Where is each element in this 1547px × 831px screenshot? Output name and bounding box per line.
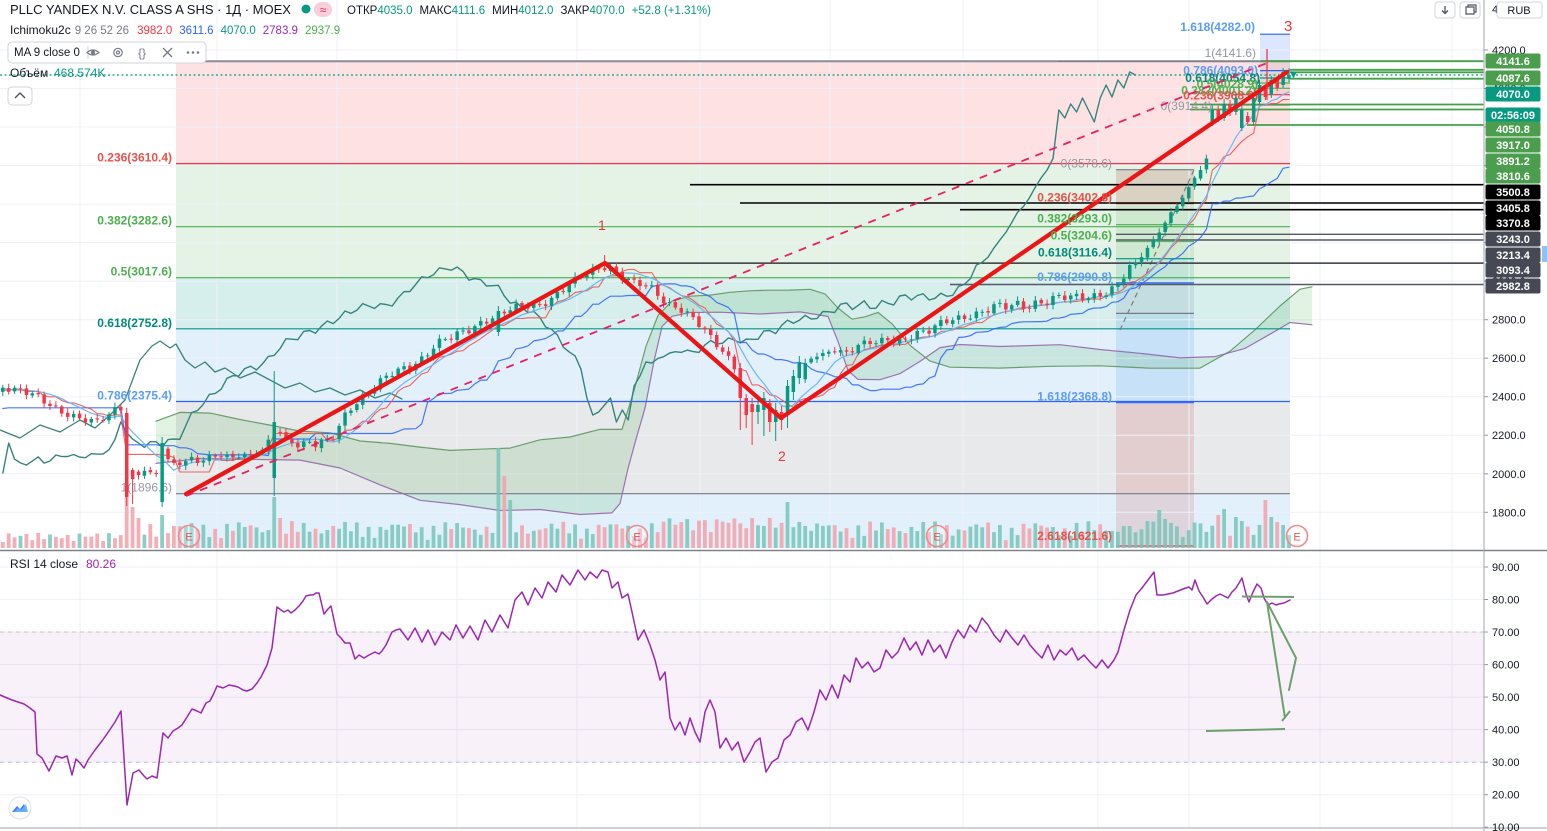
svg-text:0.236(3610.4): 0.236(3610.4)	[97, 151, 172, 165]
svg-text:90.00: 90.00	[1492, 562, 1520, 574]
svg-text:3917.0: 3917.0	[1496, 140, 1530, 152]
svg-text:2982.8: 2982.8	[1496, 281, 1530, 293]
svg-text:468.574K: 468.574K	[54, 66, 105, 80]
svg-text:{}: {}	[138, 46, 146, 60]
svg-text:3891.2: 3891.2	[1496, 156, 1530, 168]
svg-text:20.00: 20.00	[1492, 790, 1520, 802]
svg-text:0.382(3282.6): 0.382(3282.6)	[97, 214, 172, 228]
svg-text:RUB: RUB	[1507, 5, 1530, 17]
svg-text:0.236(3968.0): 0.236(3968.0)	[1183, 89, 1258, 103]
svg-text:E: E	[1293, 532, 1300, 544]
svg-text:0.786(2990.8): 0.786(2990.8)	[1037, 270, 1112, 284]
svg-text:E: E	[933, 532, 940, 544]
svg-text:4087.6: 4087.6	[1496, 73, 1530, 85]
svg-text:0.5(4028.9): 0.5(4028.9)	[1197, 77, 1258, 91]
svg-text:0(3578.6): 0(3578.6)	[1061, 157, 1112, 171]
svg-text:50.00: 50.00	[1492, 692, 1520, 704]
svg-text:0.382(3293.0): 0.382(3293.0)	[1037, 212, 1112, 226]
svg-text:2400.0: 2400.0	[1492, 392, 1526, 404]
svg-text:1(1896.6): 1(1896.6)	[121, 481, 172, 495]
svg-text:1800.0: 1800.0	[1492, 507, 1526, 519]
svg-text:1: 1	[598, 217, 606, 233]
svg-text:3810.6: 3810.6	[1496, 171, 1530, 183]
svg-text:1(4141.6): 1(4141.6)	[1205, 46, 1256, 60]
svg-text:40.00: 40.00	[1492, 725, 1520, 737]
svg-text:3243.0: 3243.0	[1496, 234, 1530, 246]
svg-text:0.236(3402.8): 0.236(3402.8)	[1037, 191, 1112, 205]
svg-text:2800.0: 2800.0	[1492, 315, 1526, 327]
svg-text:Объём: Объём	[10, 66, 48, 80]
svg-text:4141.6: 4141.6	[1496, 56, 1530, 68]
svg-text:3093.4: 3093.4	[1496, 265, 1531, 277]
svg-text:3213.4: 3213.4	[1496, 250, 1531, 262]
svg-text:2600.0: 2600.0	[1492, 353, 1526, 365]
svg-text:RSI 14 close: RSI 14 close	[10, 557, 78, 571]
svg-text:0.382(4001.2): 0.382(4001.2)	[1181, 83, 1256, 97]
svg-text:0.5(3204.6): 0.5(3204.6)	[1051, 229, 1112, 243]
svg-text:2000.0: 2000.0	[1492, 469, 1526, 481]
svg-text:3405.8: 3405.8	[1496, 203, 1530, 215]
svg-text:3500.8: 3500.8	[1496, 187, 1530, 199]
svg-text:4070.0: 4070.0	[1496, 89, 1530, 101]
svg-text:3: 3	[1284, 18, 1292, 35]
svg-text:1.618(4282.0): 1.618(4282.0)	[1180, 20, 1255, 34]
svg-text:0(3914.4): 0(3914.4)	[1161, 99, 1212, 113]
svg-text:30.00: 30.00	[1492, 757, 1520, 769]
svg-text:0.786(4093.0): 0.786(4093.0)	[1183, 64, 1258, 78]
svg-text:4050.8: 4050.8	[1496, 124, 1530, 136]
svg-text:02:56:09: 02:56:09	[1491, 110, 1535, 122]
svg-text:0.618(2752.8): 0.618(2752.8)	[97, 316, 172, 330]
svg-text:2.618(1621.6): 2.618(1621.6)	[1037, 529, 1112, 543]
svg-text:E: E	[185, 532, 192, 544]
svg-text:2: 2	[778, 448, 786, 464]
svg-text:3370.8: 3370.8	[1496, 218, 1530, 230]
svg-text:0.618(3116.4): 0.618(3116.4)	[1038, 246, 1112, 260]
svg-text:80.26: 80.26	[86, 557, 116, 571]
svg-text:0.618(4054.8): 0.618(4054.8)	[1185, 71, 1260, 85]
svg-text:0.786(2375.4): 0.786(2375.4)	[97, 389, 172, 403]
svg-text:MA 9 close 0: MA 9 close 0	[14, 47, 80, 59]
svg-text:60.00: 60.00	[1492, 660, 1520, 672]
svg-text:PLLC YANDEX N.V. CLASS A SHS ·: PLLC YANDEX N.V. CLASS A SHS · 1Д · MOEX	[10, 2, 291, 17]
svg-text:80.00: 80.00	[1492, 595, 1520, 607]
svg-text:≈: ≈	[320, 3, 327, 17]
svg-text:E: E	[633, 532, 640, 544]
svg-text:1.618(2368.8): 1.618(2368.8)	[1037, 390, 1112, 404]
svg-text:2200.0: 2200.0	[1492, 430, 1526, 442]
svg-text:70.00: 70.00	[1492, 627, 1520, 639]
svg-text:0.5(3017.6): 0.5(3017.6)	[111, 265, 172, 279]
svg-text:10.00: 10.00	[1492, 822, 1520, 831]
svg-text:4: 4	[1492, 4, 1498, 16]
